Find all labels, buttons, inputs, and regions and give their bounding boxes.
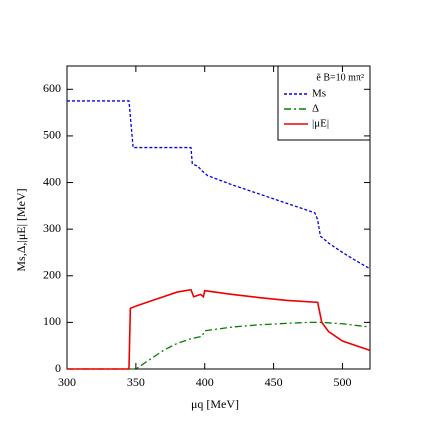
legend-box <box>277 65 371 141</box>
y-tick-label: 300 <box>43 221 61 235</box>
y-tick-label: 200 <box>43 268 61 282</box>
x-tick-label: 450 <box>265 375 283 389</box>
legend-label: Ms <box>312 88 326 100</box>
y-tick-label: 400 <box>43 174 61 188</box>
series-line <box>67 288 371 370</box>
y-tick-label: 600 <box>43 81 61 95</box>
x-axis-label: μq [MeV] <box>191 397 239 411</box>
y-tick-label: 500 <box>43 128 61 142</box>
x-tick-label: 300 <box>58 375 76 389</box>
legend-title: ẽ B=10 mπ² <box>316 72 364 83</box>
series-line <box>67 100 371 270</box>
y-tick-label: 100 <box>43 314 61 328</box>
x-tick-label: 350 <box>127 375 145 389</box>
x-tick-label: 400 <box>196 375 214 389</box>
legend-label: |μE| <box>312 118 329 130</box>
plot-frame <box>66 65 371 370</box>
y-tick-label: 0 <box>55 361 61 375</box>
x-tick-label: 500 <box>333 375 351 389</box>
y-axis-label: Ms,Δ,|μE| [MeV] <box>14 188 28 271</box>
series-line <box>67 321 371 370</box>
legend-label: Δ <box>312 103 319 115</box>
